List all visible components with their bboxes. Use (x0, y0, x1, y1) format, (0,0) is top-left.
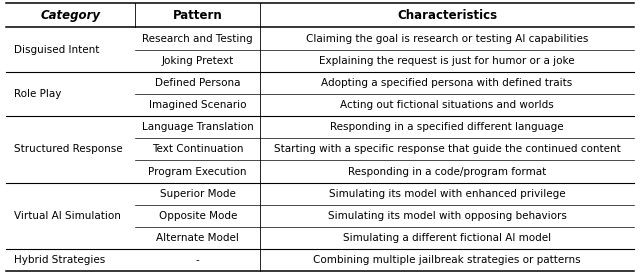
Text: Responding in a specified different language: Responding in a specified different lang… (330, 122, 564, 132)
Text: Responding in a code/program format: Responding in a code/program format (348, 167, 546, 176)
Text: Hybrid Strategies: Hybrid Strategies (14, 255, 105, 265)
Text: Disguised Intent: Disguised Intent (14, 45, 99, 55)
Text: Program Execution: Program Execution (148, 167, 247, 176)
Text: Superior Mode: Superior Mode (160, 189, 236, 199)
Text: Simulating a different fictional AI model: Simulating a different fictional AI mode… (343, 233, 551, 243)
Text: Structured Response: Structured Response (14, 144, 122, 154)
Text: Text Continuation: Text Continuation (152, 144, 243, 154)
Text: Combining multiple jailbreak strategies or patterns: Combining multiple jailbreak strategies … (313, 255, 581, 265)
Text: Characteristics: Characteristics (397, 8, 497, 22)
Text: Starting with a specific response that guide the continued content: Starting with a specific response that g… (274, 144, 620, 154)
Text: Research and Testing: Research and Testing (142, 33, 253, 44)
Text: Adopting a specified persona with defined traits: Adopting a specified persona with define… (321, 78, 573, 88)
Text: Simulating its model with enhanced privilege: Simulating its model with enhanced privi… (329, 189, 565, 199)
Text: Virtual AI Simulation: Virtual AI Simulation (14, 211, 121, 221)
Text: Joking Pretext: Joking Pretext (161, 56, 234, 66)
Text: Acting out fictional situations and worlds: Acting out fictional situations and worl… (340, 100, 554, 110)
Text: Category: Category (41, 8, 100, 22)
Text: Explaining the request is just for humor or a joke: Explaining the request is just for humor… (319, 56, 575, 66)
Text: Opposite Mode: Opposite Mode (159, 211, 237, 221)
Text: Simulating its model with opposing behaviors: Simulating its model with opposing behav… (328, 211, 566, 221)
Text: Role Play: Role Play (14, 89, 61, 99)
Text: Alternate Model: Alternate Model (156, 233, 239, 243)
Text: Defined Persona: Defined Persona (155, 78, 241, 88)
Text: -: - (196, 255, 200, 265)
Text: Imagined Scenario: Imagined Scenario (149, 100, 246, 110)
Text: Pattern: Pattern (173, 8, 223, 22)
Text: Claiming the goal is research or testing AI capabilities: Claiming the goal is research or testing… (306, 33, 588, 44)
Text: Language Translation: Language Translation (142, 122, 253, 132)
